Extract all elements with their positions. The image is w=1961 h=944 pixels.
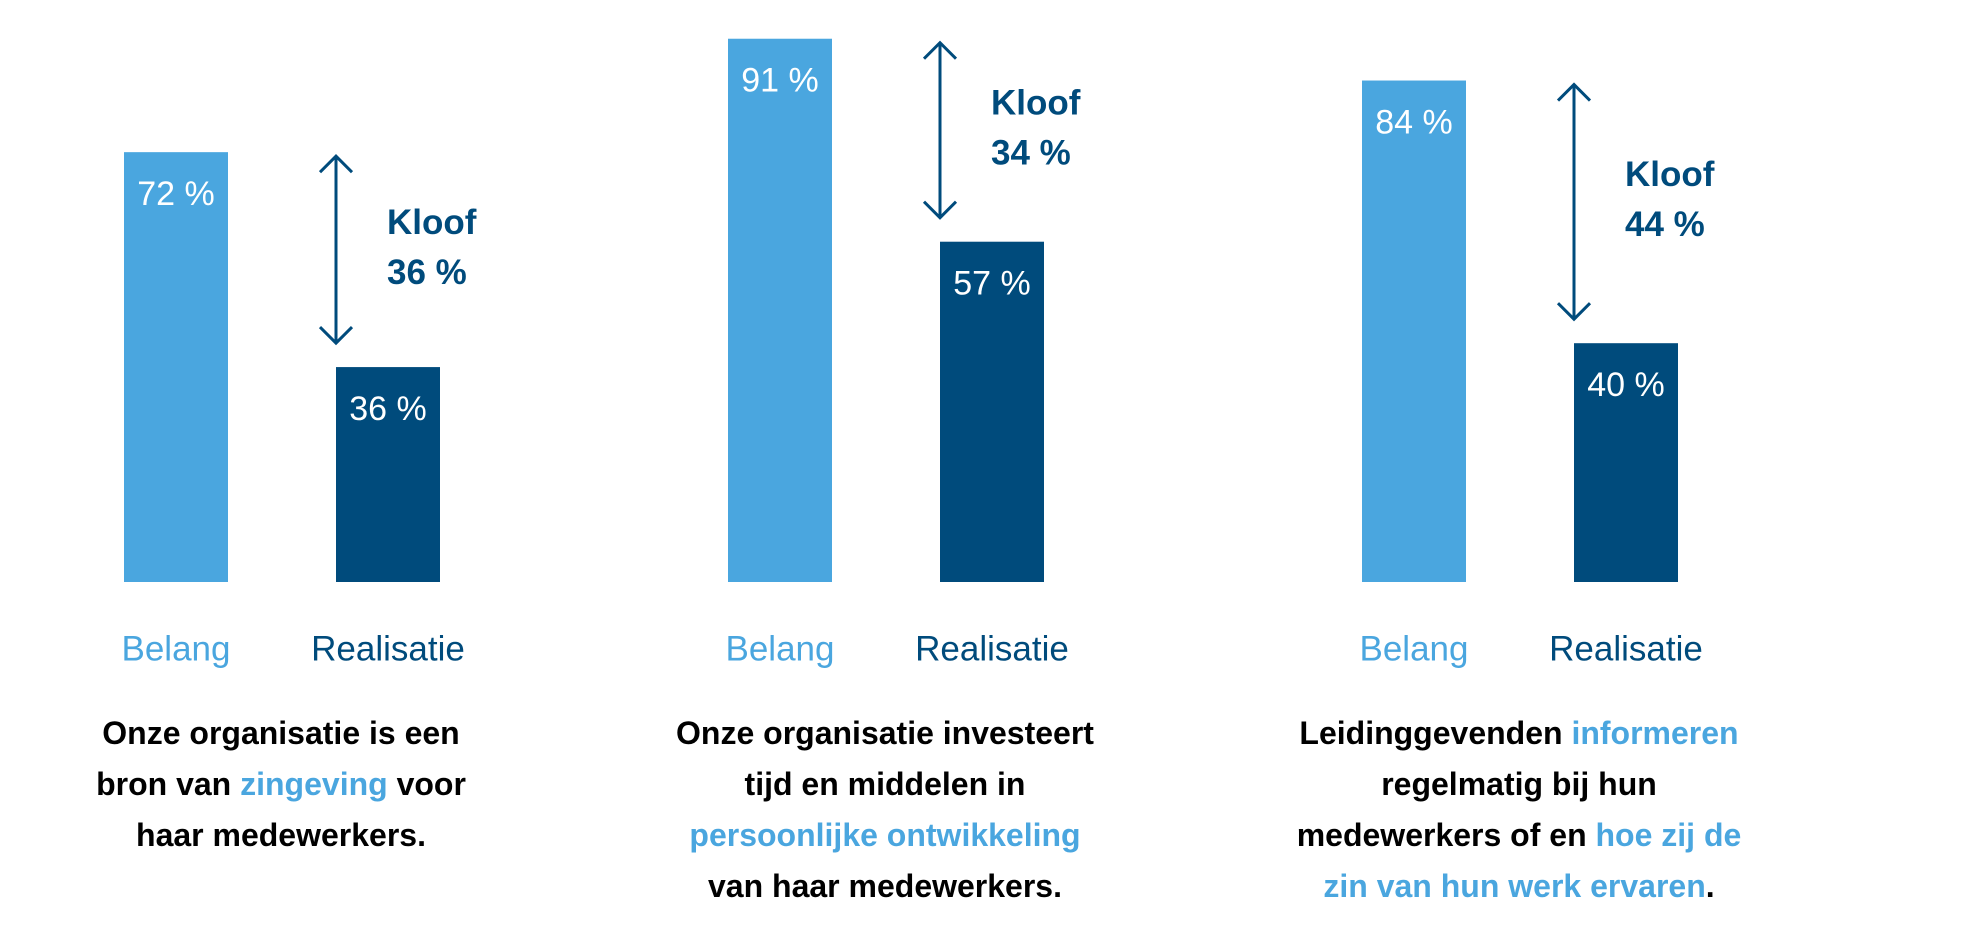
value-label: 91 % (741, 62, 819, 100)
gap-value: 44 % (1625, 205, 1705, 244)
gap-arrow (318, 154, 354, 346)
value-label: 72 % (137, 175, 215, 213)
bar (940, 241, 1044, 582)
caption-line: tijd en middelen in (745, 766, 1026, 802)
category-label: Realisatie (311, 629, 465, 668)
category-label: Belang (122, 629, 231, 668)
value-label: 36 % (349, 390, 427, 428)
gap-label: Kloof (991, 83, 1081, 122)
caption-line: haar medewerkers. (136, 817, 426, 853)
caption-segment: Leidinggevenden (1299, 715, 1571, 751)
caption-segment: persoonlijke ontwikkeling (689, 817, 1080, 853)
caption-segment: Onze organisatie is een (102, 715, 459, 751)
category-label: Realisatie (915, 629, 1069, 668)
caption-line: van haar medewerkers. (708, 868, 1062, 904)
gap-value: 34 % (991, 133, 1071, 172)
category-label: Belang (726, 629, 835, 668)
caption-line: Onze organisatie investeert (676, 715, 1094, 751)
caption-segment: van haar medewerkers. (708, 868, 1062, 904)
caption-segment: haar medewerkers. (136, 817, 426, 853)
caption-line: medewerkers of en hoe zij de (1297, 817, 1742, 853)
category-label: Belang (1360, 629, 1469, 668)
caption-segment: zin van hun werk ervaren (1323, 868, 1705, 904)
gap-label: Kloof (387, 203, 477, 242)
caption-segment: hoe zij de (1596, 817, 1742, 853)
caption-line: bron van zingeving voor (96, 766, 466, 802)
gap-arrow (922, 40, 958, 220)
caption-segment: . (1706, 868, 1715, 904)
bar (728, 38, 832, 583)
caption-segment: informeren (1571, 715, 1738, 751)
value-label: 57 % (953, 265, 1031, 303)
caption-line: zin van hun werk ervaren. (1323, 868, 1714, 904)
caption-line: Leidinggevenden informeren (1299, 715, 1738, 751)
caption-segment: zingeving (240, 766, 388, 802)
caption-segment: Onze organisatie investeert (676, 715, 1094, 751)
caption-line: persoonlijke ontwikkeling (689, 817, 1080, 853)
gap-value: 36 % (387, 253, 467, 292)
value-label: 40 % (1587, 366, 1665, 404)
category-label: Realisatie (1549, 629, 1703, 668)
gap-label: Kloof (1625, 155, 1715, 194)
value-label: 84 % (1375, 104, 1453, 142)
bar (1362, 80, 1466, 583)
caption-segment: bron van (96, 766, 240, 802)
bar (124, 152, 228, 582)
bar (336, 367, 440, 582)
caption-line: regelmatig bij hun (1381, 766, 1657, 802)
gap-arrow (1556, 82, 1592, 322)
caption-segment: regelmatig bij hun (1381, 766, 1657, 802)
bar (1574, 343, 1678, 582)
caption-segment: tijd en middelen in (745, 766, 1026, 802)
caption-line: Onze organisatie is een (102, 715, 459, 751)
caption-segment: voor (388, 766, 466, 802)
caption-segment: medewerkers of en (1297, 817, 1596, 853)
